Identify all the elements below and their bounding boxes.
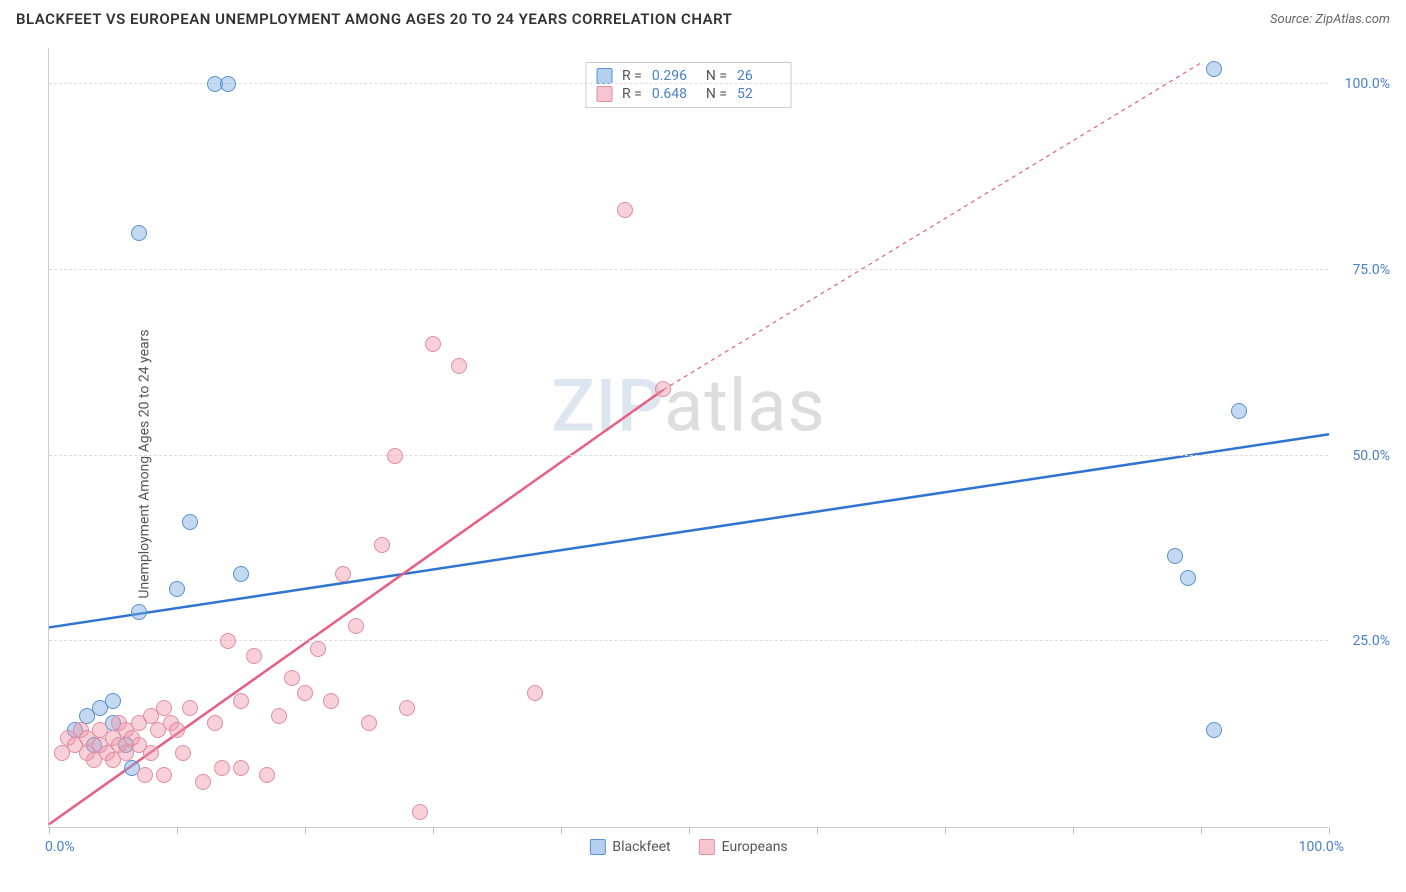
header: BLACKFEET VS EUROPEAN UNEMPLOYMENT AMONG… (0, 0, 1406, 34)
data-point-europeans (361, 715, 377, 731)
data-point-europeans (348, 618, 364, 634)
swatch-icon (589, 839, 605, 855)
data-point-europeans (617, 202, 633, 218)
trend-line (663, 63, 1201, 390)
x-tick (689, 827, 690, 834)
r-value: 0.296 (652, 68, 696, 84)
data-point-europeans (425, 336, 441, 352)
x-tick (177, 827, 178, 834)
gridline (49, 640, 1328, 641)
page-title: BLACKFEET VS EUROPEAN UNEMPLOYMENT AMONG… (16, 10, 732, 28)
data-point-blackfeet (182, 514, 198, 530)
y-tick-label: 25.0% (1352, 633, 1390, 649)
data-point-europeans (233, 760, 249, 776)
n-label: N = (706, 68, 727, 84)
source-label: Source: ZipAtlas.com (1270, 12, 1390, 27)
data-point-europeans (297, 685, 313, 701)
data-point-europeans (156, 700, 172, 716)
n-value: 26 (737, 68, 781, 84)
data-point-europeans (169, 722, 185, 738)
legend-label: Europeans (722, 839, 788, 855)
y-tick-label: 100.0% (1345, 76, 1390, 92)
data-point-europeans (387, 448, 403, 464)
n-label: N = (706, 86, 727, 102)
plot-area: ZIPatlas R = 0.296 N = 26 R = 0.648 N = … (48, 48, 1328, 828)
swatch-icon (699, 839, 715, 855)
legend-label: Blackfeet (612, 839, 670, 855)
gridline (49, 269, 1328, 270)
x-tick (49, 827, 50, 834)
data-point-blackfeet (1206, 722, 1222, 738)
x-tick (945, 827, 946, 834)
data-point-europeans (323, 693, 339, 709)
data-point-europeans (143, 745, 159, 761)
x-tick-label-left: 0.0% (45, 839, 75, 855)
x-tick (433, 827, 434, 834)
r-label: R = (622, 68, 642, 84)
x-tick-label-right: 100.0% (1299, 839, 1344, 855)
data-point-blackfeet (105, 693, 121, 709)
x-tick (305, 827, 306, 834)
r-value: 0.648 (652, 86, 696, 102)
swatch-icon (596, 86, 612, 102)
data-point-blackfeet (220, 76, 236, 92)
stats-legend: R = 0.296 N = 26 R = 0.648 N = 52 (585, 62, 792, 108)
data-point-europeans (271, 708, 287, 724)
data-point-europeans (412, 804, 428, 820)
data-point-europeans (451, 358, 467, 374)
gridline (49, 455, 1328, 456)
data-point-europeans (527, 685, 543, 701)
x-tick (1073, 827, 1074, 834)
data-point-europeans (374, 537, 390, 553)
swatch-icon (596, 68, 612, 84)
chart-container: Unemployment Among Ages 20 to 24 years Z… (0, 36, 1406, 892)
data-point-blackfeet (1231, 403, 1247, 419)
bottom-legend: Blackfeet Europeans (589, 839, 787, 855)
trend-lines (49, 48, 1329, 828)
data-point-europeans (220, 633, 236, 649)
x-tick (1329, 827, 1330, 834)
legend-item-blackfeet: Blackfeet (589, 839, 670, 855)
data-point-europeans (259, 767, 275, 783)
trend-line (49, 434, 1329, 627)
data-point-europeans (233, 693, 249, 709)
data-point-europeans (246, 648, 262, 664)
x-tick (817, 827, 818, 834)
gridline (49, 83, 1328, 84)
data-point-europeans (655, 381, 671, 397)
data-point-blackfeet (169, 581, 185, 597)
y-tick-label: 75.0% (1352, 262, 1390, 278)
data-point-blackfeet (131, 225, 147, 241)
data-point-europeans (399, 700, 415, 716)
stats-row-europeans: R = 0.648 N = 52 (596, 85, 781, 103)
data-point-blackfeet (233, 566, 249, 582)
data-point-blackfeet (1180, 570, 1196, 586)
data-point-blackfeet (1206, 61, 1222, 77)
r-label: R = (622, 86, 642, 102)
legend-item-europeans: Europeans (699, 839, 788, 855)
data-point-europeans (156, 767, 172, 783)
data-point-blackfeet (1167, 548, 1183, 564)
x-tick (561, 827, 562, 834)
data-point-europeans (182, 700, 198, 716)
data-point-blackfeet (131, 604, 147, 620)
data-point-europeans (335, 566, 351, 582)
data-point-europeans (195, 774, 211, 790)
data-point-europeans (310, 641, 326, 657)
data-point-europeans (284, 670, 300, 686)
data-point-europeans (137, 767, 153, 783)
data-point-europeans (214, 760, 230, 776)
x-tick (1201, 827, 1202, 834)
data-point-europeans (207, 715, 223, 731)
y-tick-label: 50.0% (1352, 448, 1390, 464)
n-value: 52 (737, 86, 781, 102)
data-point-europeans (175, 745, 191, 761)
